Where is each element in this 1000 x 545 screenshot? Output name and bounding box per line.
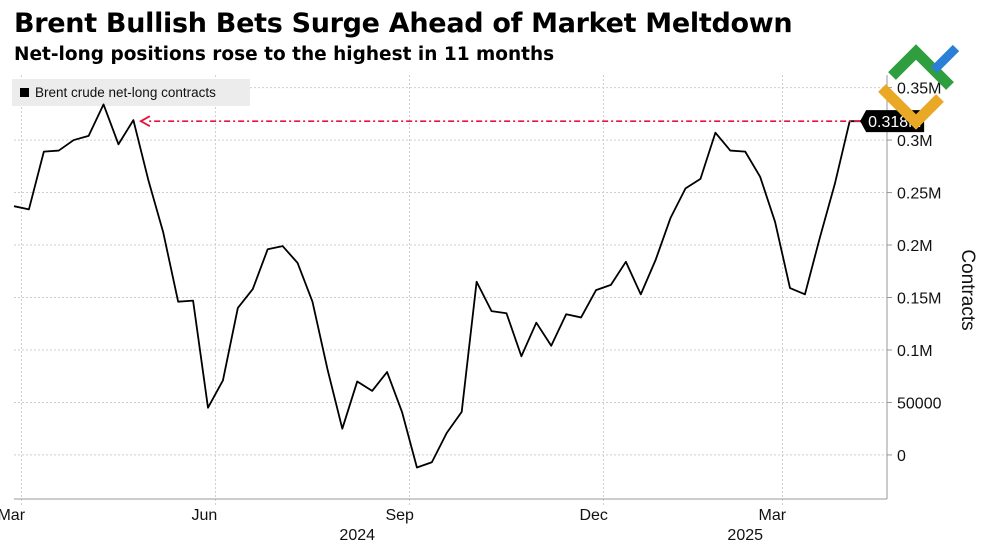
x-tick-label: Dec [579, 507, 607, 524]
brand-logo-icon [878, 44, 960, 130]
y-tick-label: 0.35M [897, 81, 941, 98]
chart-title: Brent Bullish Bets Surge Ahead of Market… [14, 8, 793, 39]
x-tick-label: Jun [191, 507, 217, 524]
chart-subtitle: Net-long positions rose to the highest i… [14, 44, 555, 65]
series-group [13, 103, 865, 469]
y-tick-label: 0.1M [897, 343, 933, 360]
y-axis-ticks: 0 50000 0.1M 0.15M 0.2M 0.25M 0.3M 0.35M [887, 81, 942, 465]
legend: Brent crude net-long contracts [12, 79, 250, 106]
y-tick-label: 0 [897, 448, 906, 465]
year-labels: 2024 2025 [339, 527, 763, 544]
year-label: 2024 [339, 527, 375, 544]
x-axis-ticks: Mar Jun Sep Dec Mar [0, 507, 787, 524]
legend-box [12, 79, 250, 106]
y-tick-label: 0.3M [897, 133, 933, 150]
logo-stroke-yellow [878, 84, 944, 130]
y-tick-label: 0.15M [897, 290, 941, 307]
annotation-group: 0.318M [138, 110, 925, 133]
annotation-arrow-head [138, 115, 151, 127]
series-line [13, 103, 865, 469]
legend-swatch [20, 88, 29, 97]
logo-stroke-green [888, 44, 954, 90]
logo-stroke-blue [930, 44, 960, 74]
y-tick-label: 0.2M [897, 238, 933, 255]
y-tick-label: 0.25M [897, 186, 941, 203]
legend-label: Brent crude net-long contracts [35, 85, 216, 100]
x-tick-label: Mar [759, 507, 787, 524]
y-axis-label: Contracts [957, 249, 978, 330]
vertical-gridlines [20, 75, 784, 505]
horizontal-gridlines [14, 87, 887, 456]
x-tick-label: Mar [0, 507, 26, 524]
year-label: 2025 [727, 527, 763, 544]
x-tick-label: Sep [385, 507, 414, 524]
y-tick-label: 50000 [897, 395, 942, 412]
